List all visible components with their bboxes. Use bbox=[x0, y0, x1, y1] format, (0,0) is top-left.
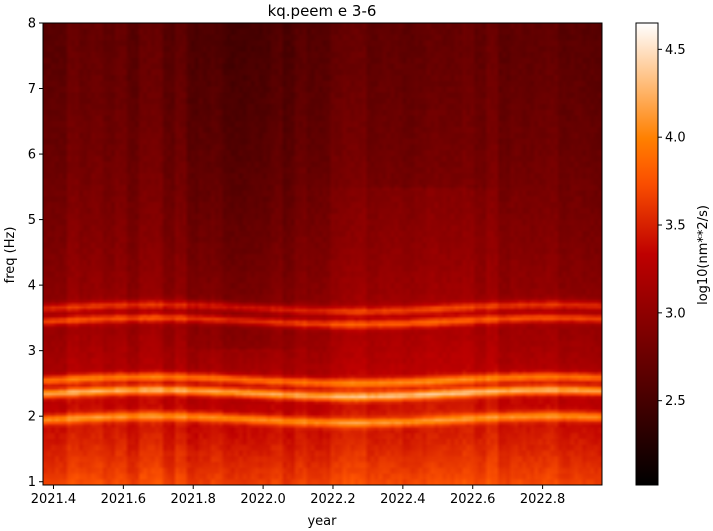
x-tick-label: 2022.4 bbox=[380, 492, 426, 507]
x-axis-label: year bbox=[307, 514, 337, 529]
y-tick-label: 8 bbox=[28, 17, 36, 32]
colorbar: 2.5 3.0 3.5 4.0 4.5 bbox=[635, 22, 686, 486]
y-tick-label: 7 bbox=[28, 82, 36, 97]
y-tick-label: 3 bbox=[28, 344, 36, 359]
y-tick-label: 2 bbox=[28, 410, 36, 425]
x-tick-label: 2021.4 bbox=[31, 492, 77, 507]
y-axis: 1 2 3 4 5 6 7 8 bbox=[28, 17, 43, 490]
x-tick-label: 2022.0 bbox=[240, 492, 286, 507]
colorbar-label: log10(nm**2/s) bbox=[696, 205, 711, 305]
colorbar-tick-label: 2.5 bbox=[665, 394, 686, 409]
chart-title: kq.peem e 3-6 bbox=[268, 2, 377, 20]
x-tick-label: 2022.6 bbox=[450, 492, 496, 507]
x-tick-label: 2021.8 bbox=[170, 492, 216, 507]
x-tick-label: 2022.2 bbox=[310, 492, 356, 507]
x-axis: 2021.4 2021.6 2021.8 2022.0 2022.2 2022.4 2022… bbox=[31, 485, 566, 507]
heatmap-image bbox=[43, 23, 602, 485]
colorbar-tick-label: 4.5 bbox=[665, 43, 686, 58]
plot-frame bbox=[42, 22, 603, 486]
x-tick-label: 2022.8 bbox=[520, 492, 566, 507]
y-axis-label: freq (Hz) bbox=[3, 227, 18, 284]
y-tick-label: 1 bbox=[28, 475, 36, 490]
colorbar-tick-label: 3.5 bbox=[665, 219, 686, 234]
plot-area bbox=[42, 22, 603, 486]
y-tick-label: 5 bbox=[28, 213, 36, 228]
colorbar-tick-label: 3.0 bbox=[665, 306, 686, 321]
y-tick-label: 6 bbox=[28, 148, 36, 163]
x-tick-label: 2021.6 bbox=[101, 492, 147, 507]
y-tick-label: 4 bbox=[28, 279, 36, 294]
colorbar-tick-label: 4.0 bbox=[665, 131, 686, 146]
colorbar-gradient bbox=[635, 22, 659, 486]
